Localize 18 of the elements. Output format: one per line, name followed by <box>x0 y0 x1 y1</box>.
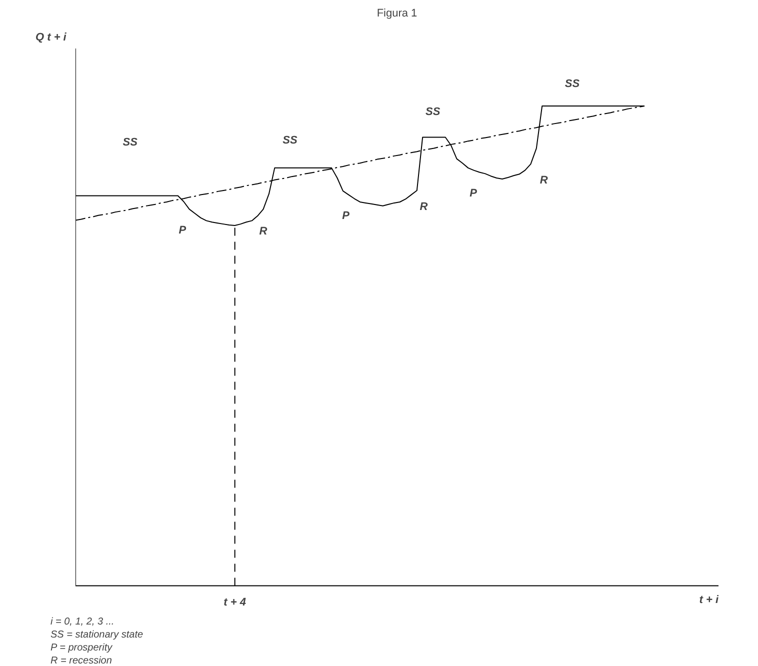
text: R = recession <box>50 656 112 666</box>
annotation: R <box>420 200 428 213</box>
annotation: P <box>178 224 187 236</box>
text: t + i <box>699 594 720 606</box>
text: P = prosperity <box>50 642 114 654</box>
text: Q t + i <box>36 32 68 44</box>
annotation: SS <box>426 106 441 118</box>
annotation: R <box>540 174 548 186</box>
annotation: R <box>259 225 268 238</box>
annotation: P <box>470 187 478 200</box>
text: SS = stationary state <box>50 630 144 640</box>
annotation: SS <box>122 136 138 149</box>
annotation: SS <box>282 134 298 147</box>
text: i = 0, 1, 2, 3 ... <box>50 616 114 628</box>
text: SS <box>564 78 580 90</box>
chart-title: Figura 1 <box>376 8 418 20</box>
annotation: P <box>342 210 350 222</box>
text: t + 4 <box>224 596 246 609</box>
